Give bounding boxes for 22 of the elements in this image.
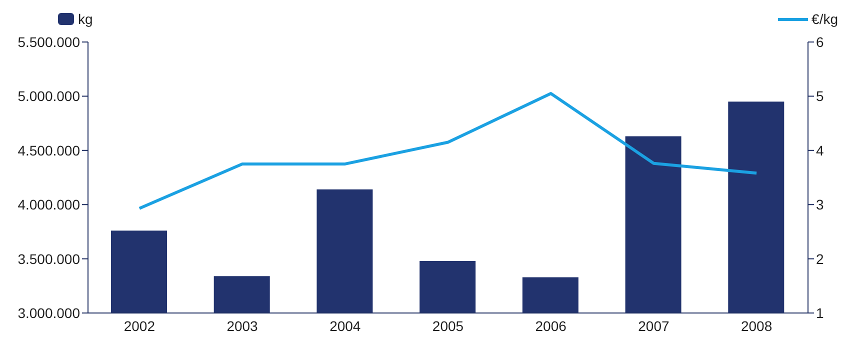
y2-tick-label: 5 <box>816 88 824 104</box>
x-tick-label: 2008 <box>740 318 772 334</box>
legend-label: kg <box>78 11 93 27</box>
x-tick-label: 2002 <box>124 318 156 334</box>
x-tick-label: 2004 <box>330 318 361 334</box>
x-tick-label: 2005 <box>432 318 464 334</box>
y2-tick-label: 1 <box>816 304 824 321</box>
y2-tick-label: 4 <box>816 142 824 158</box>
y-tick-label: 4.500.000 <box>18 142 80 158</box>
x-tick-label: 2007 <box>638 318 670 334</box>
line-series <box>138 92 758 210</box>
y-tick-label: 5.000.000 <box>18 88 80 104</box>
x-tick-label: 2006 <box>535 318 567 334</box>
y-tick-label: 3.500.000 <box>18 250 80 267</box>
y-tick-label: 4.000.000 <box>18 196 80 213</box>
y-tick-label: 5.500.000 <box>18 34 80 50</box>
y-tick-label: 3.000.000 <box>18 304 80 321</box>
y2-tick-label: 2 <box>816 250 824 267</box>
y2-tick-label: 3 <box>816 196 824 213</box>
legend-label: €/kg <box>812 11 838 27</box>
y2-tick-label: 6 <box>816 34 824 50</box>
x-tick-label: 2003 <box>226 318 258 334</box>
